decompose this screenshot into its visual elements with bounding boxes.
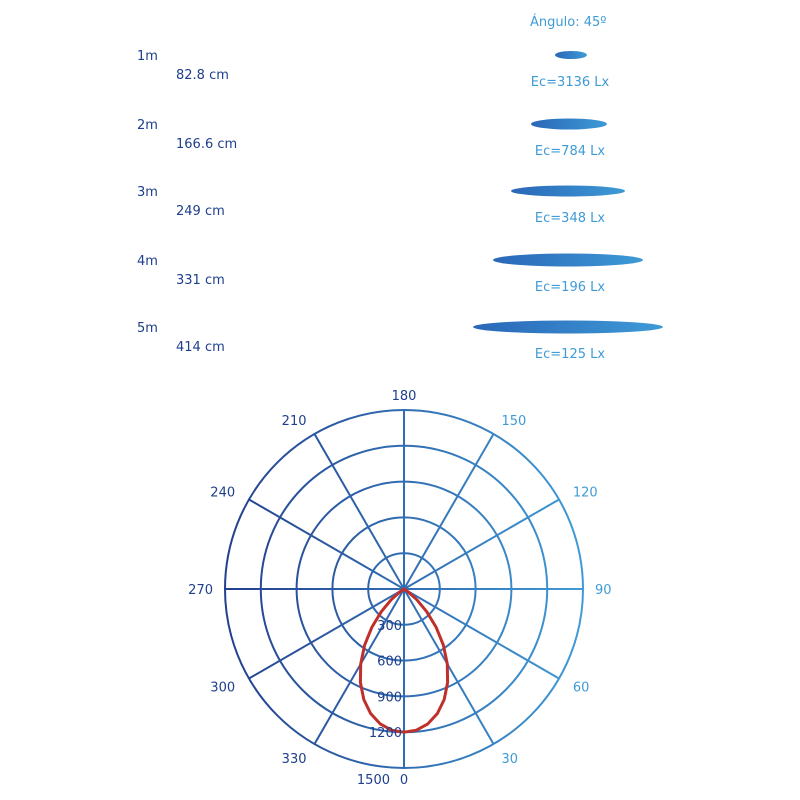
polar-angle-label: 330: [282, 752, 307, 767]
polar-angle-label: 120: [573, 486, 598, 501]
row-diameter-label: 82.8 cm: [176, 68, 229, 83]
row-illuminance-label: Ec=348 Lx: [535, 211, 605, 226]
polar-angle-label: 240: [210, 486, 235, 501]
polar-radial-labels: 300 600 900 1200 1500: [357, 619, 402, 788]
angle-title: Ángulo: 45º: [530, 14, 606, 30]
beam-spot-ellipse: [511, 185, 625, 197]
polar-angle-label: 180: [392, 389, 417, 404]
row-diameter-label: 249 cm: [176, 204, 225, 219]
row-distance-label: 5m: [137, 321, 158, 336]
row-distance-label: 2m: [137, 118, 158, 133]
row-illuminance-label: Ec=196 Lx: [535, 280, 605, 295]
polar-angle-label: 60: [573, 681, 590, 696]
polar-spoke: [248, 588, 405, 680]
row-diameter-label: 166.6 cm: [176, 137, 237, 152]
polar-spoke: [248, 498, 405, 590]
polar-radial-label: 300: [377, 619, 402, 634]
polar-angle-label: 300: [210, 681, 235, 696]
polar-angle-label: 0: [400, 773, 408, 788]
row-distance-label: 1m: [137, 49, 158, 64]
polar-angle-label: 30: [502, 752, 519, 767]
polar-spoke: [313, 433, 405, 590]
polar-spoke: [403, 433, 495, 590]
polar-angle-label: 210: [282, 414, 307, 429]
row-illuminance-label: Ec=125 Lx: [535, 347, 605, 362]
polar-radial-label: 900: [377, 690, 402, 705]
row-diameter-label: 331 cm: [176, 273, 225, 288]
row-illuminance-label: Ec=3136 Lx: [531, 75, 610, 90]
row-diameter-label: 414 cm: [176, 340, 225, 355]
row-illuminance-label: Ec=784 Lx: [535, 144, 605, 159]
beam-spot-ellipse: [531, 118, 607, 130]
polar-radial-label: 1500: [357, 773, 390, 788]
polar-radial-label: 600: [377, 655, 402, 670]
polar-angle-label: 270: [188, 583, 213, 598]
polar-radial-label: 1200: [369, 726, 402, 741]
polar-curve-group: [358, 587, 450, 734]
beam-spot-ellipse: [555, 51, 587, 59]
polar-spoke: [403, 498, 560, 590]
intensity-curve: [358, 587, 450, 734]
row-distance-label: 3m: [137, 185, 158, 200]
beam-spot-ellipse: [473, 320, 663, 334]
polar-angle-label: 150: [502, 414, 527, 429]
beam-cone-table: Ángulo: 45º 1m 82.8 cm Ec=3136 Lx 2m 166.6 c…: [137, 14, 663, 362]
polar-spoke: [403, 588, 560, 680]
beam-spot-ellipse: [493, 253, 643, 267]
row-distance-label: 4m: [137, 254, 158, 269]
polar-angle-label: 90: [595, 583, 612, 598]
